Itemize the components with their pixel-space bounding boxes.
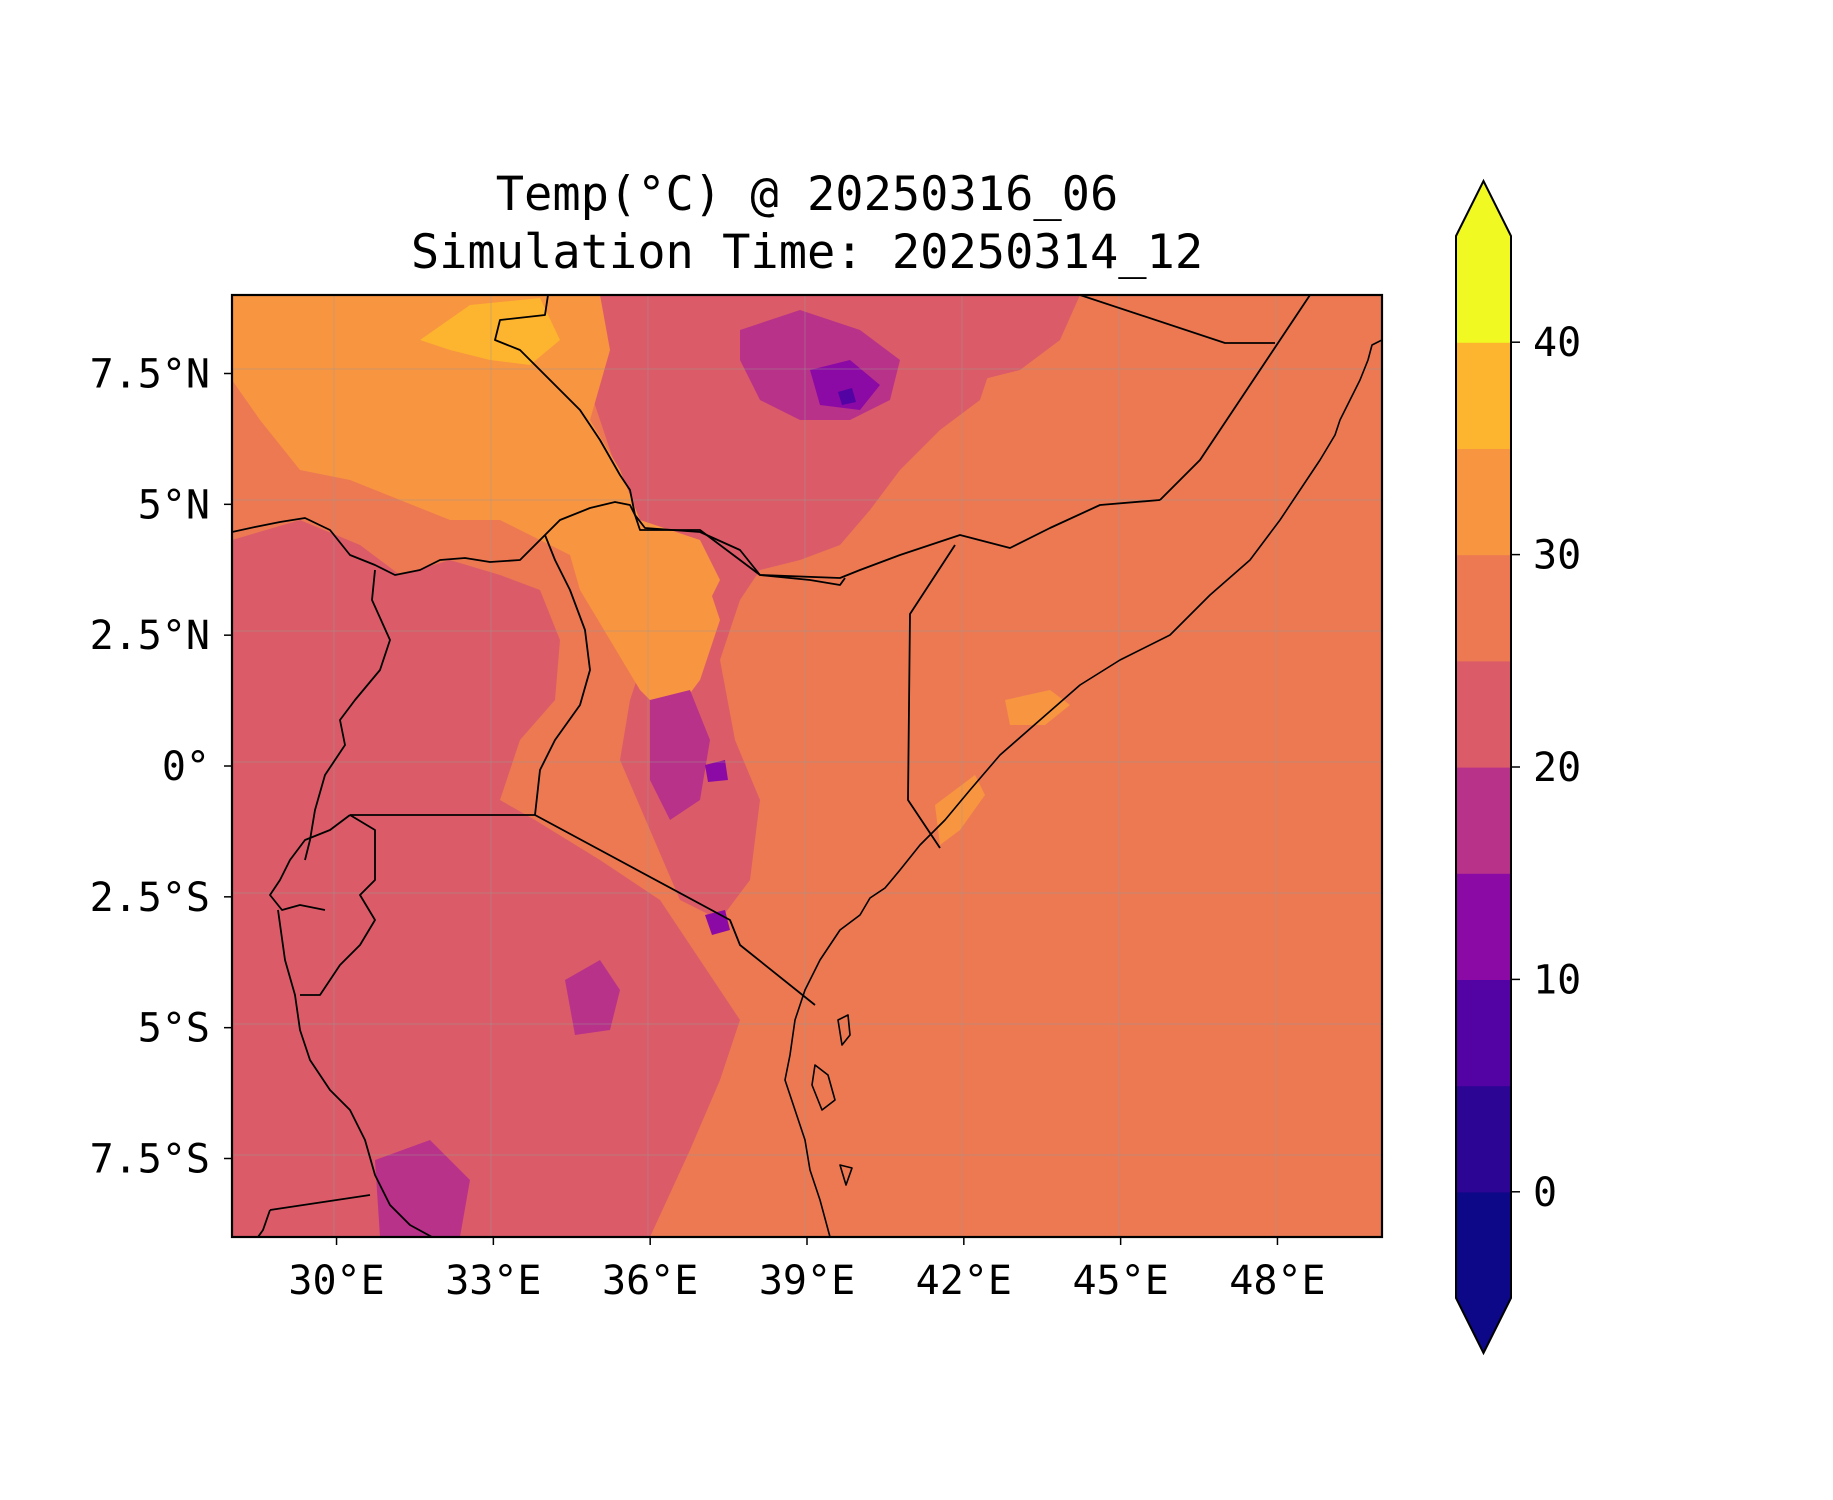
lat-tick-label: 5°S	[138, 1006, 210, 1052]
island-mafia	[839, 1164, 853, 1186]
border-tanzania-congo-lake	[277, 909, 433, 1237]
lat-tick-label: 2.5°S	[90, 875, 210, 921]
lat-axis: 7.5°N 5°N 2.5°N 0° 2.5°S 5°S 7.5°S	[90, 352, 232, 1183]
border-uganda-kenya	[534, 534, 591, 816]
border-somalia-ethiopia	[1159, 295, 1311, 501]
gridlines	[232, 295, 1382, 1237]
colorbar-segment	[1456, 767, 1511, 874]
lat-tick-label: 0°	[162, 744, 210, 790]
lon-axis: 30°E 33°E 36°E 39°E 42°E 45°E 48°E	[288, 1237, 1326, 1304]
border-ethiopia-kenya-north	[634, 499, 1161, 579]
field-zone-15-20-tanzania	[565, 960, 620, 1035]
colorbar-tick-label: 0	[1533, 1170, 1557, 1216]
colorbar-segment	[1456, 660, 1511, 768]
colorbar-segment	[1456, 554, 1511, 662]
colorbar-segment	[1456, 979, 1511, 1087]
colorbar-segment	[1456, 448, 1511, 556]
colorbar-tick-label: 40	[1533, 320, 1581, 366]
lon-tick-label: 42°E	[916, 1258, 1012, 1304]
lon-tick-label: 48°E	[1229, 1258, 1325, 1304]
lon-tick-label: 36°E	[602, 1258, 698, 1304]
lon-tick-label: 45°E	[1072, 1258, 1168, 1304]
colorbar-extend-min	[1456, 1298, 1511, 1353]
island-zanzibar	[811, 1064, 836, 1111]
field-zone-20-25-ethiopia-east	[980, 295, 1080, 380]
lat-tick-label: 7.5°N	[90, 352, 210, 398]
field-zone-5-10-ethiopia	[838, 388, 856, 405]
border-uganda-congo	[304, 569, 391, 861]
colorbar-segment	[1456, 236, 1511, 343]
field-zone-30-35-north	[232, 295, 720, 700]
colorbar-tick-label: 20	[1533, 745, 1581, 791]
colorbar-segment	[1456, 1191, 1511, 1299]
colorbar-tick-label: 30	[1533, 533, 1581, 579]
field-zone-15-20-kenya	[650, 690, 710, 820]
map-area	[232, 295, 1382, 1237]
chart-title-line1: Temp(°C) @ 20250316_06	[496, 167, 1119, 222]
lat-tick-label: 7.5°S	[90, 1137, 210, 1183]
coastline	[784, 339, 1382, 1237]
country-borders	[232, 295, 1311, 1237]
colorbar-segment	[1456, 1085, 1511, 1193]
field-zone-35-40-north	[420, 298, 560, 365]
field-zone-20-25-west	[232, 520, 740, 1237]
island-pemba	[837, 1014, 851, 1046]
field-zone-10-15-ethiopia	[810, 360, 880, 410]
border-tanzania-zambia	[269, 1194, 371, 1211]
chart-title-line2: Simulation Time: 20250314_12	[411, 225, 1203, 280]
lon-tick-label: 30°E	[288, 1258, 384, 1304]
border-rwanda-west	[269, 814, 351, 911]
colorbar-extend-max	[1456, 181, 1511, 236]
border-rwanda-burundi	[300, 814, 376, 996]
coast-somalia-kenya-tanzania	[784, 339, 1382, 1237]
lat-tick-label: 5°N	[138, 482, 210, 528]
border-kenya-somalia	[907, 544, 956, 849]
colorbar: 40 30 20 10 0	[1455, 178, 1581, 1356]
field-zone-30-35-coast-b	[935, 775, 985, 845]
field-zone-30-35-coast-a	[1005, 690, 1070, 725]
border-djibouti	[1079, 295, 1275, 344]
colorbar-outline	[1455, 178, 1512, 1356]
lat-tick-label: 2.5°N	[90, 613, 210, 659]
colorbar-segment	[1456, 342, 1511, 449]
border-kenya-tanzania	[534, 814, 816, 1006]
border-uganda-south-sudan	[232, 501, 636, 576]
colorbar-tick-label: 10	[1533, 957, 1581, 1003]
colorbar-segment	[1456, 873, 1511, 980]
lon-tick-label: 39°E	[759, 1258, 855, 1304]
border-zambia-corner	[257, 1209, 271, 1237]
field-zone-30-35-turkana	[560, 520, 720, 720]
field-zone-10-15-kenya	[705, 760, 728, 782]
lon-tick-label: 33°E	[445, 1258, 541, 1304]
